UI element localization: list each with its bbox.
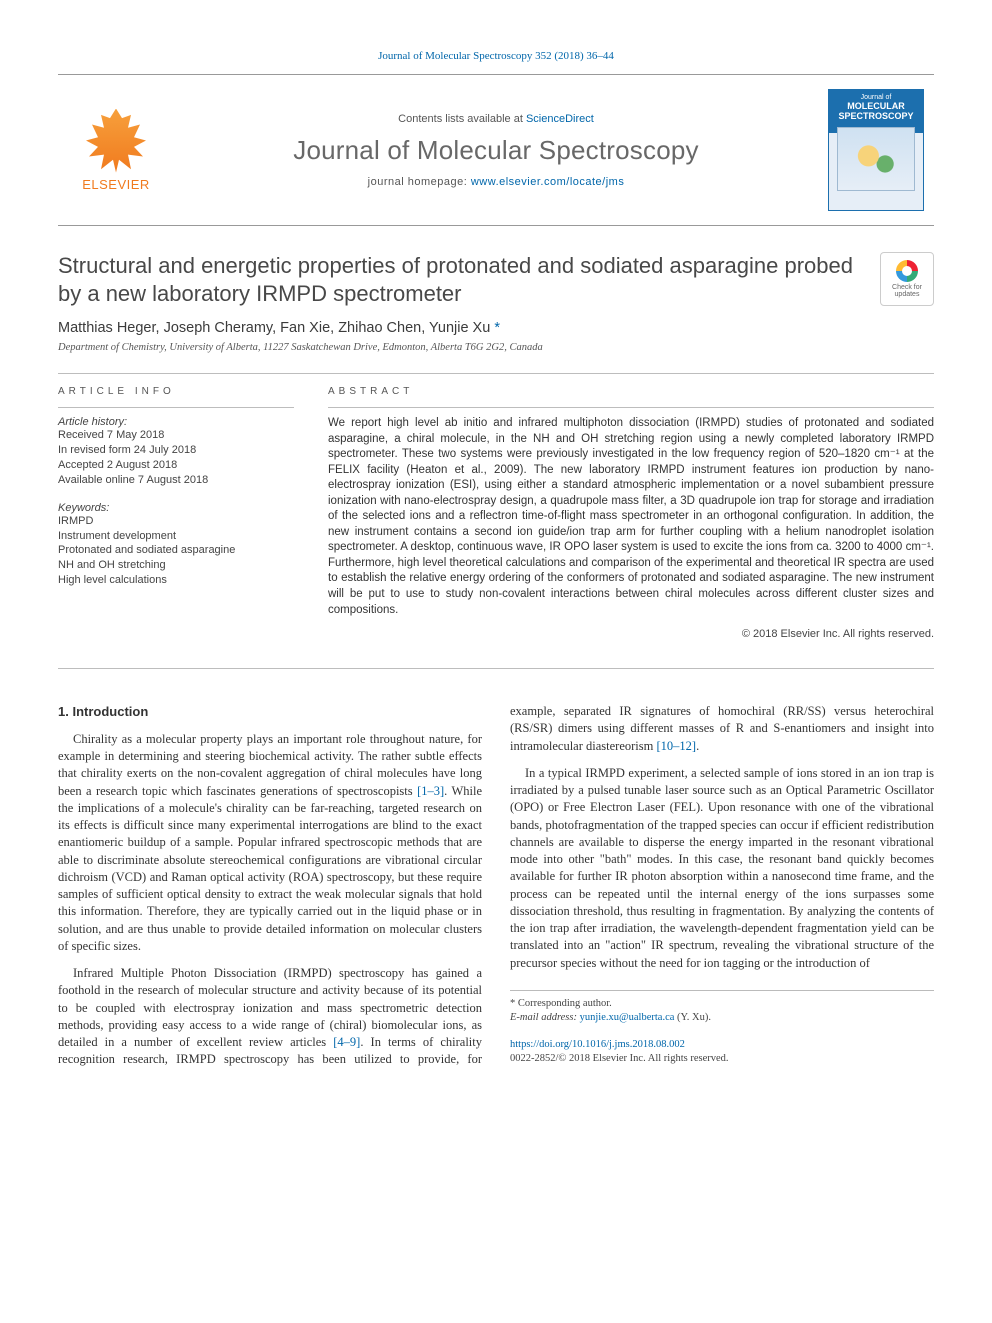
footer-identifiers: https://doi.org/10.1016/j.jms.2018.08.00… (510, 1038, 934, 1067)
citation-line: Journal of Molecular Spectroscopy 352 (2… (58, 50, 934, 62)
doi-link[interactable]: https://doi.org/10.1016/j.jms.2018.08.00… (510, 1039, 685, 1050)
corresponding-marker[interactable]: * (494, 320, 500, 336)
cover-label: Journal of MOLECULAR SPECTROSCOPY (838, 94, 913, 121)
elsevier-tree-icon (86, 109, 146, 173)
history-label: Article history: (58, 416, 294, 428)
history-revised: In revised form 24 July 2018 (58, 443, 294, 458)
ref-link[interactable]: [1–3] (417, 784, 444, 798)
publisher-name: ELSEVIER (82, 177, 150, 192)
keyword-3: NH and OH stretching (58, 558, 294, 573)
section-number: 1. (58, 704, 69, 719)
body-paragraph: In a typical IRMPD experiment, a selecte… (510, 765, 934, 972)
contents-prefix: Contents lists available at (398, 113, 526, 125)
affiliation: Department of Chemistry, University of A… (58, 342, 934, 353)
abstract-column: abstract We report high level ab initio … (328, 386, 934, 640)
article-title: Structural and energetic properties of p… (58, 252, 860, 308)
ref-link[interactable]: [10–12] (656, 739, 696, 753)
keywords-label: Keywords: (58, 502, 294, 514)
cover-label-small: Journal of (861, 94, 892, 101)
email-label: E-mail address: (510, 1012, 580, 1023)
history-online: Available online 7 August 2018 (58, 473, 294, 488)
masthead-center: Contents lists available at ScienceDirec… (164, 113, 828, 188)
authors-line: Matthias Heger, Joseph Cheramy, Fan Xie,… (58, 320, 934, 336)
abstract-text: We report high level ab initio and infra… (328, 416, 934, 618)
homepage-prefix: journal homepage: (368, 176, 471, 188)
cover-label-big2: SPECTROSCOPY (838, 112, 913, 122)
body-text: . (696, 739, 699, 753)
keyword-2: Protonated and sodiated asparagine (58, 543, 294, 558)
issn-copyright: 0022-2852/© 2018 Elsevier Inc. All right… (510, 1052, 934, 1066)
divider-mid (58, 668, 934, 669)
history-received: Received 7 May 2018 (58, 428, 294, 443)
journal-homepage: journal homepage: www.elsevier.com/locat… (164, 176, 828, 188)
publisher-logo: ELSEVIER (68, 109, 164, 192)
section-title: Introduction (72, 704, 148, 719)
corresponding-footnote: * Corresponding author. (510, 997, 934, 1011)
check-updates-label: Check for updates (881, 284, 933, 298)
keyword-1: Instrument development (58, 529, 294, 544)
abstract-heading: abstract (328, 386, 934, 397)
history-accepted: Accepted 2 August 2018 (58, 458, 294, 473)
section-heading-1: 1. Introduction (58, 703, 482, 721)
article-info-column: article info Article history: Received 7… (58, 386, 294, 640)
body-two-column: 1. Introduction Chirality as a molecular… (58, 703, 934, 1069)
ref-link[interactable]: [4–9] (333, 1035, 360, 1049)
keyword-0: IRMPD (58, 514, 294, 529)
abstract-copyright: © 2018 Elsevier Inc. All rights reserved… (328, 628, 934, 640)
sciencedirect-link[interactable]: ScienceDirect (526, 113, 594, 125)
citation-link[interactable]: Journal of Molecular Spectroscopy 352 (2… (378, 50, 614, 62)
email-link[interactable]: yunjie.xu@ualberta.ca (580, 1012, 675, 1023)
body-text: . While the implications of a molecule's… (58, 784, 482, 953)
footnotes: * Corresponding author. E-mail address: … (510, 990, 934, 1026)
email-suffix: (Y. Xu). (674, 1012, 711, 1023)
info-divider (58, 407, 294, 408)
journal-name: Journal of Molecular Spectroscopy (164, 135, 828, 166)
email-footnote: E-mail address: yunjie.xu@ualberta.ca (Y… (510, 1011, 934, 1025)
cover-image-icon (837, 127, 915, 191)
crossmark-icon (896, 260, 918, 282)
journal-cover-thumb: Journal of MOLECULAR SPECTROSCOPY (828, 89, 924, 211)
check-updates-badge[interactable]: Check for updates (880, 252, 934, 306)
authors-names: Matthias Heger, Joseph Cheramy, Fan Xie,… (58, 320, 490, 336)
body-paragraph: Chirality as a molecular property plays … (58, 731, 482, 955)
abstract-divider (328, 407, 934, 408)
keyword-4: High level calculations (58, 573, 294, 588)
article-info-heading: article info (58, 386, 294, 397)
journal-masthead: ELSEVIER Contents lists available at Sci… (58, 74, 934, 226)
homepage-link[interactable]: www.elsevier.com/locate/jms (471, 176, 625, 188)
divider-top (58, 373, 934, 374)
contents-available: Contents lists available at ScienceDirec… (164, 113, 828, 125)
